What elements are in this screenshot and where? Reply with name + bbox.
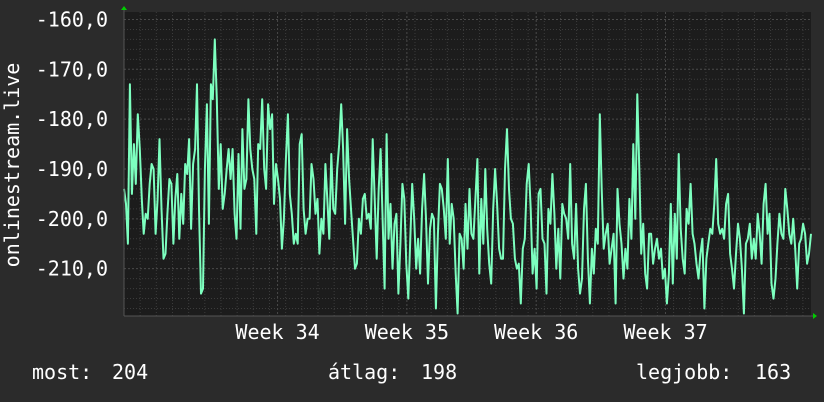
average-label: átlag: [328, 360, 401, 384]
x-tick-label: Week 34 [235, 320, 319, 344]
series-line [123, 38, 812, 315]
current-value: 204 [112, 360, 149, 384]
axis-layer: -160,0 -170,0 -180,0 -190,0 -200,0 -210,0 Week… [36, 6, 817, 344]
y-tick-label: -210,0 [36, 257, 108, 281]
average-value: 198 [421, 360, 458, 384]
x-tick-label: Week 37 [623, 320, 707, 344]
y-tick-label: -190,0 [36, 157, 108, 181]
x-tick-label: Week 36 [494, 320, 578, 344]
current-label: most: [32, 360, 93, 384]
chart: -160,0 -170,0 -180,0 -190,0 -200,0 -210,0 Week… [0, 6, 817, 344]
stats-footer: most: 204 átlag: 198 legjobb: 163 [0, 360, 824, 390]
x-tick-label: Week 35 [365, 320, 449, 344]
x-axis-arrow [813, 313, 817, 319]
best-value: 163 [755, 360, 792, 384]
y-axis-label: onlinestream.live [0, 63, 24, 268]
y-tick-label: -180,0 [36, 107, 108, 131]
plot-layer [123, 38, 812, 315]
y-tick-label: -170,0 [36, 57, 108, 81]
y-axis-arrow [121, 6, 127, 10]
best-label: legjobb: [636, 360, 733, 384]
y-tick-label: -200,0 [36, 207, 108, 231]
y-tick-label: -160,0 [36, 7, 108, 31]
